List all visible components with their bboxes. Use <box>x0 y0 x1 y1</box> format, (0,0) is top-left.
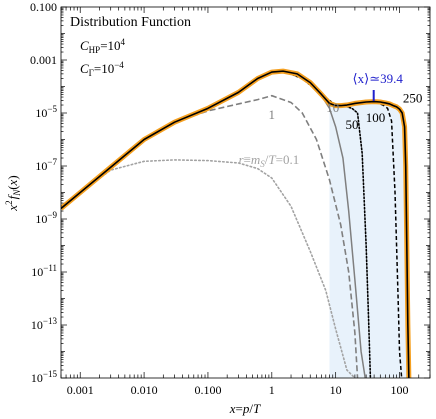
x-axis-label: x=p/T <box>229 401 261 416</box>
chart-title: Distribution Function <box>70 15 191 30</box>
series-line-250 <box>61 70 410 378</box>
y-axis-label: x2fN(x) <box>4 175 22 211</box>
curve-label: r≡mS/T=0.1 <box>239 152 300 169</box>
series-layer <box>61 68 412 378</box>
total-fill-area <box>329 101 409 378</box>
curve-labels: r≡mS/T=0.1 1 10 50 100 250 <box>239 90 423 168</box>
y-tick-label: 0.001 <box>30 53 57 67</box>
tick-labels: 0.001 0.010 0.100 1 10 100 0.100 0.001 10−5 10−7 1… <box>30 0 409 397</box>
x-tick-label: 10 <box>330 383 342 397</box>
x-tick-label: 0.100 <box>194 383 221 397</box>
curve-label: 10 <box>326 100 339 115</box>
y-tick-label: 10−7 <box>35 157 57 173</box>
curve-label: 1 <box>269 107 276 122</box>
x-tick-label: 100 <box>391 383 409 397</box>
param-cgamma: CΓ=10−4 <box>80 60 124 78</box>
y-tick-label: 10−15 <box>31 369 58 385</box>
y-tick-label: 0.100 <box>30 0 57 14</box>
curve-label: 50 <box>345 117 358 132</box>
tick-marks <box>60 6 431 379</box>
curve-label: 250 <box>403 90 423 105</box>
mean-marker-layer: ⟨x⟩≃39.4 <box>353 71 404 101</box>
y-tick-label: 10−11 <box>31 263 57 279</box>
param-chp: CHP=104 <box>80 37 126 55</box>
y-tick-label: 10−9 <box>35 210 57 226</box>
x-tick-label: 1 <box>269 383 275 397</box>
x-tick-label: 0.001 <box>67 383 94 397</box>
fill-layer <box>329 101 409 378</box>
mean-label: ⟨x⟩≃39.4 <box>353 71 404 86</box>
x-tick-label: 0.010 <box>131 383 158 397</box>
y-tick-label: 10−5 <box>35 104 57 120</box>
series-line-0.1 <box>61 159 356 378</box>
curve-label: 100 <box>366 110 386 125</box>
plot-frame <box>60 6 431 379</box>
y-tick-label: 10−13 <box>31 316 58 332</box>
